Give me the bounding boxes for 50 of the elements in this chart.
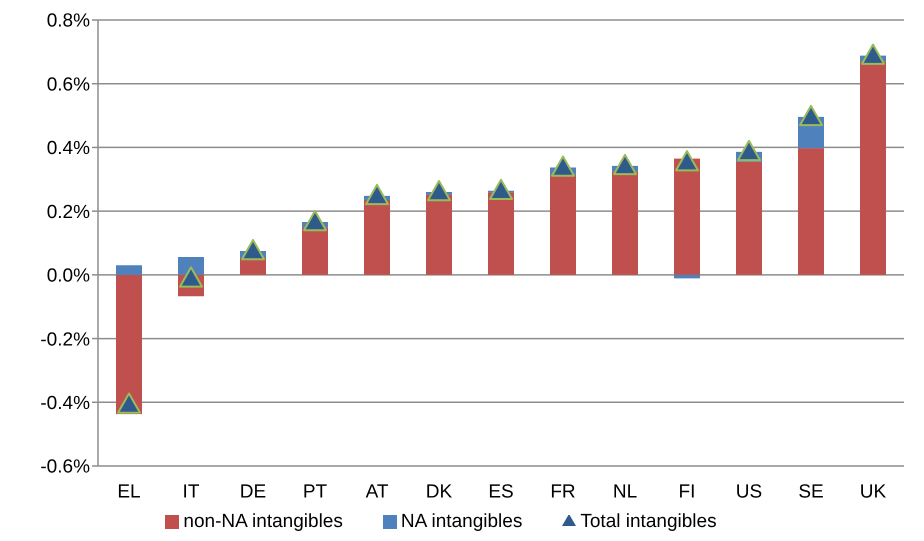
x-tick-label: UK	[860, 481, 887, 502]
y-tick-label: 0.2%	[46, 202, 90, 223]
point	[241, 238, 265, 260]
legend-label: non-NA intangibles	[183, 511, 343, 532]
y-tick-label: -0.6%	[40, 456, 90, 478]
point	[179, 266, 203, 288]
point	[799, 104, 823, 126]
bar	[302, 227, 328, 275]
bar	[364, 200, 390, 275]
bar	[674, 274, 700, 278]
y-tick-label: 0.4%	[46, 138, 90, 160]
point	[489, 178, 513, 200]
point	[303, 210, 327, 232]
bar	[736, 162, 762, 275]
x-tick-label: DE	[240, 481, 266, 502]
point	[737, 140, 761, 162]
bar	[798, 148, 824, 275]
bar	[116, 265, 142, 275]
y-tick-label: -0.2%	[40, 329, 90, 350]
x-tick-label: DK	[426, 481, 453, 502]
y-tick-label: 0.8%	[46, 10, 90, 32]
bar	[426, 194, 452, 275]
point	[365, 184, 389, 206]
point	[613, 154, 637, 176]
x-tick-label: PT	[302, 481, 328, 502]
point	[675, 150, 699, 172]
point	[861, 44, 885, 65]
bar	[860, 61, 886, 275]
bar	[550, 174, 576, 275]
bar	[612, 171, 638, 275]
x-tick-label: AT	[366, 481, 389, 502]
point	[427, 180, 451, 202]
bar	[116, 274, 142, 414]
y-tick-label: 0.6%	[46, 74, 90, 96]
bar	[674, 158, 700, 275]
x-tick-label: EL	[117, 481, 141, 502]
x-tick-label: SE	[798, 481, 824, 502]
x-tick-label: FR	[550, 481, 576, 502]
point	[551, 156, 575, 177]
y-tick-label: 0.0%	[46, 266, 90, 287]
y-tick-label: -0.4%	[40, 393, 90, 414]
x-tick-label: IT	[182, 481, 200, 502]
x-tick-label: US	[736, 481, 762, 502]
legend-label: Total intangibles	[580, 511, 717, 532]
x-tick-label: NL	[612, 481, 638, 502]
legend-label: NA intangibles	[400, 511, 522, 532]
x-tick-label: FI	[678, 481, 696, 502]
bar	[488, 192, 514, 275]
x-tick-label: ES	[488, 481, 514, 502]
point	[117, 392, 141, 414]
